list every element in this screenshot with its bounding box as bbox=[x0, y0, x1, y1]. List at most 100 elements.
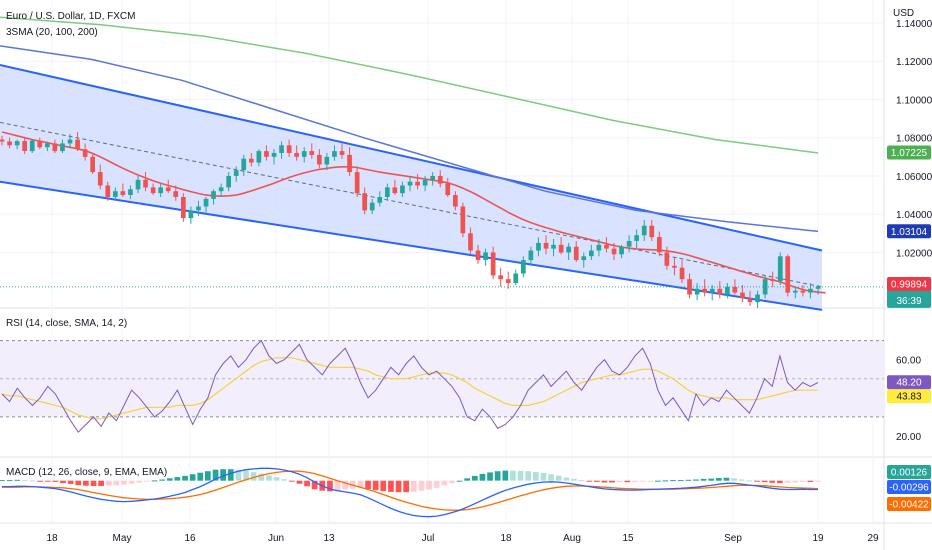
candle-body bbox=[309, 151, 315, 155]
candle-body bbox=[256, 151, 262, 163]
candle-body bbox=[249, 158, 254, 163]
candle-body bbox=[687, 279, 692, 295]
candle-body bbox=[626, 241, 632, 247]
time-tick-label: Sep bbox=[724, 533, 742, 544]
macd-histogram-bar bbox=[266, 475, 272, 481]
macd-histogram-bar bbox=[738, 479, 745, 481]
rsi-band-fill bbox=[0, 340, 884, 417]
macd-histogram-bar bbox=[472, 475, 478, 481]
candle-body bbox=[128, 189, 133, 195]
macd-histogram-bar bbox=[563, 477, 570, 481]
candle-body bbox=[407, 181, 413, 186]
candle-body bbox=[430, 175, 435, 180]
macd-histogram-bar bbox=[411, 480, 417, 492]
candle-body bbox=[60, 143, 65, 152]
candle-body bbox=[241, 158, 247, 171]
macd-histogram-bar bbox=[433, 480, 440, 488]
macd-histogram-bar bbox=[44, 480, 51, 482]
macd-histogram-bar bbox=[441, 480, 448, 486]
candle-body bbox=[445, 183, 451, 196]
time-tick-label: Jul bbox=[422, 533, 435, 544]
candle-body bbox=[589, 250, 594, 257]
macd-histogram-bar bbox=[174, 477, 181, 481]
candle-body bbox=[785, 256, 791, 293]
candle-body bbox=[0, 139, 5, 142]
macd-histogram-badge-bg bbox=[887, 465, 931, 479]
macd-histogram-bar bbox=[700, 478, 707, 481]
candle-body bbox=[369, 202, 375, 211]
candle-body bbox=[377, 197, 383, 203]
candle-body bbox=[762, 279, 768, 295]
candle-body bbox=[347, 154, 352, 173]
candle-body bbox=[725, 286, 730, 295]
candle-body bbox=[596, 244, 602, 251]
axes: 1.14000 1.12000 1.10000 1.08000 1.06000 1.040… bbox=[46, 19, 932, 544]
time-tick-label: 15 bbox=[622, 533, 634, 544]
candle-body bbox=[468, 233, 473, 251]
macd-histogram-bar bbox=[75, 480, 82, 486]
macd-histogram-bar bbox=[708, 478, 715, 481]
macd-histogram-bar bbox=[144, 480, 150, 482]
candle-body bbox=[815, 286, 821, 289]
candle-body bbox=[14, 141, 20, 146]
macd-histogram-bar bbox=[517, 470, 524, 481]
price-tick-label: 1.12000 bbox=[896, 57, 932, 68]
candle-body bbox=[657, 237, 662, 253]
macd-indicator-label[interactable]: MACD (12, 26, close, 9, EMA, EMA) bbox=[6, 467, 167, 478]
sma20-value-badge: 0.99894 bbox=[891, 280, 928, 291]
candle-body bbox=[354, 172, 360, 194]
candle-body bbox=[271, 153, 277, 157]
macd-histogram-bar bbox=[540, 473, 547, 481]
time-tick-label: 13 bbox=[323, 533, 335, 544]
currency-label: USD bbox=[893, 8, 914, 19]
candle-body bbox=[581, 256, 587, 261]
channel-fill bbox=[0, 65, 822, 310]
macd-histogram-bar bbox=[807, 480, 814, 482]
macd-histogram-bar bbox=[388, 480, 394, 492]
candle-body bbox=[196, 206, 201, 211]
candle-body bbox=[558, 244, 564, 253]
regression-channel bbox=[0, 64, 823, 311]
macd-histogram-badge: 0.00126 bbox=[891, 468, 928, 479]
macd-histogram-bar bbox=[90, 480, 97, 486]
sma-indicator-label[interactable]: 3SMA (20, 100, 200) bbox=[6, 27, 98, 38]
macd-histogram-bar bbox=[395, 480, 402, 493]
macd-pane bbox=[0, 467, 821, 518]
macd-histogram-bar bbox=[357, 480, 364, 489]
rsi-ma-line bbox=[1, 357, 818, 420]
candle-body bbox=[475, 250, 481, 261]
macd-histogram-bar bbox=[334, 480, 341, 491]
macd-value-badge-bg bbox=[887, 480, 931, 494]
rsi-indicator-label[interactable]: RSI (14, close, SMA, 14, 2) bbox=[6, 318, 127, 329]
candle-body bbox=[188, 210, 194, 219]
macd-histogram-bar bbox=[487, 472, 493, 481]
macd-histogram-bar bbox=[647, 480, 654, 482]
rsi-ma-value-badge-bg bbox=[887, 389, 931, 404]
macd-histogram-bar bbox=[655, 480, 661, 482]
rsi-ma-value-badge: 43.83 bbox=[896, 392, 921, 403]
candle-body bbox=[324, 156, 330, 165]
macd-histogram-bar bbox=[189, 474, 196, 481]
candle-body bbox=[437, 175, 443, 184]
macd-histogram-bar bbox=[205, 471, 211, 481]
rsi-value-badge-bg bbox=[887, 375, 931, 390]
macd-value-badge: -0.00296 bbox=[889, 483, 929, 494]
candle-body bbox=[113, 191, 118, 197]
macd-histogram-bar bbox=[22, 480, 28, 482]
macd-histogram-bar bbox=[594, 480, 600, 482]
candle-body bbox=[747, 298, 753, 303]
candle-body bbox=[279, 145, 284, 153]
macd-histogram-bar bbox=[250, 472, 257, 481]
macd-histogram-bar bbox=[464, 478, 470, 481]
macd-histogram-bar bbox=[677, 480, 684, 482]
candlesticks bbox=[0, 131, 821, 308]
candle-body bbox=[339, 151, 345, 155]
macd-histogram-bar bbox=[723, 477, 730, 481]
candle-body bbox=[181, 197, 186, 218]
candle-body bbox=[226, 175, 231, 188]
candle-body bbox=[777, 256, 783, 282]
macd-histogram-bar bbox=[67, 480, 74, 484]
macd-histogram-bar bbox=[227, 469, 234, 481]
macd-histogram-bar bbox=[731, 478, 737, 481]
